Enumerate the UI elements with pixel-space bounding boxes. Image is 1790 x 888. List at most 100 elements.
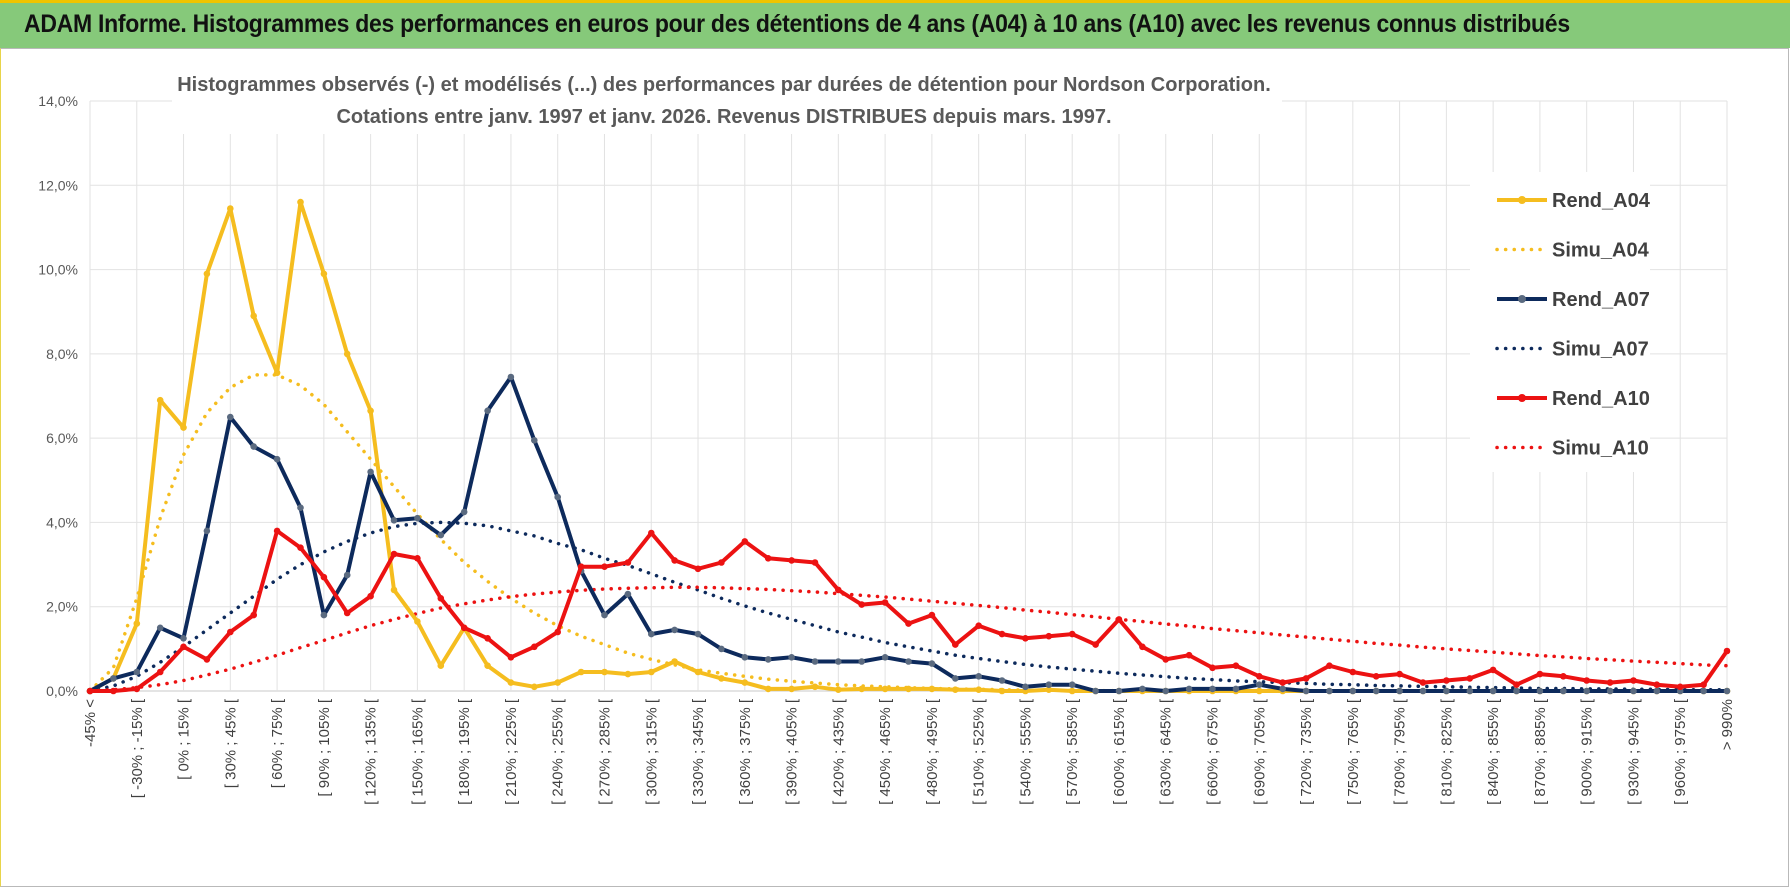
- data-point-rend-a10: [1139, 643, 1146, 651]
- data-point-rend-a07: [1583, 687, 1590, 695]
- data-point-rend-a10: [343, 609, 351, 617]
- data-point-rend-a04: [227, 205, 234, 212]
- data-point-rend-a10: [203, 656, 211, 663]
- data-point-rend-a07: [1372, 687, 1380, 695]
- data-point-rend-a07: [390, 517, 398, 524]
- x-tick-label: [ 270% ; 285% [: [596, 698, 613, 805]
- data-point-rend-a10: [1349, 668, 1357, 676]
- x-tick-label: [ 510% ; 525% [: [971, 698, 988, 805]
- data-point-rend-a07: [1349, 687, 1357, 695]
- data-point-rend-a07: [484, 407, 491, 415]
- data-point-rend-a10: [156, 668, 164, 676]
- data-point-rend-a04: [1068, 687, 1076, 695]
- data-point-rend-a10: [975, 622, 982, 629]
- data-point-rend-a07: [1606, 687, 1614, 695]
- legend-marker-rend-a10: [1518, 394, 1526, 402]
- title-background: [172, 66, 1282, 134]
- data-point-rend-a07: [952, 675, 959, 682]
- x-tick-label: [ 240% ; 255% [: [550, 698, 567, 805]
- data-point-rend-a10: [1443, 677, 1450, 684]
- data-point-rend-a07: [1466, 687, 1474, 695]
- data-point-rend-a04: [156, 396, 164, 404]
- data-point-rend-a04: [975, 686, 982, 693]
- data-point-rend-a07: [858, 658, 865, 665]
- data-point-rend-a07: [414, 514, 421, 522]
- data-point-rend-a07: [998, 677, 1006, 684]
- data-point-rend-a04: [858, 685, 865, 693]
- data-point-rend-a10: [1583, 677, 1590, 684]
- data-point-rend-a10: [133, 685, 141, 693]
- data-point-rend-a10: [1162, 656, 1169, 663]
- data-point-rend-a07: [437, 531, 445, 539]
- data-point-rend-a04: [484, 662, 491, 669]
- data-point-rend-a07: [1700, 687, 1707, 695]
- x-tick-label: [ 390% ; 405% [: [784, 698, 801, 805]
- data-point-rend-a04: [531, 683, 538, 691]
- y-tick-label: 10,0%: [38, 262, 78, 278]
- data-point-rend-a10: [718, 559, 725, 566]
- data-point-rend-a07: [1560, 687, 1567, 695]
- data-point-rend-a04: [788, 685, 795, 693]
- data-point-rend-a10: [531, 643, 538, 651]
- data-point-rend-a10: [1209, 664, 1216, 672]
- data-point-rend-a07: [227, 413, 234, 421]
- data-point-rend-a10: [881, 599, 889, 606]
- data-point-rend-a10: [390, 550, 398, 558]
- data-point-rend-a07: [1630, 687, 1637, 695]
- data-point-rend-a10: [1700, 681, 1707, 688]
- data-point-rend-a04: [998, 687, 1006, 695]
- data-point-rend-a07: [1443, 687, 1450, 695]
- data-point-rend-a07: [531, 437, 538, 444]
- data-point-rend-a07: [110, 675, 117, 682]
- data-point-rend-a07: [741, 654, 749, 661]
- data-point-rend-a04: [1045, 686, 1053, 693]
- x-tick-label: [ 90% ; 105% [: [316, 698, 333, 796]
- x-tick-label: [ 750% ; 765% [: [1345, 698, 1362, 805]
- data-point-rend-a10: [858, 601, 865, 608]
- x-tick-label: [ 780% ; 795% [: [1392, 698, 1409, 805]
- x-tick-label: > 990%: [1719, 699, 1736, 750]
- data-point-rend-a10: [1489, 666, 1497, 674]
- data-point-rend-a04: [671, 658, 678, 665]
- y-tick-label: 14,0%: [38, 93, 78, 109]
- data-point-rend-a04: [343, 350, 351, 358]
- legend-marker-rend-a07: [1518, 295, 1526, 303]
- data-point-rend-a07: [1115, 687, 1123, 695]
- data-point-rend-a04: [648, 668, 655, 676]
- x-tick-label: [ 330% ; 345% [: [690, 698, 707, 805]
- data-point-rend-a07: [273, 455, 281, 463]
- data-point-rend-a07: [297, 504, 304, 512]
- data-point-rend-a04: [624, 670, 632, 678]
- x-tick-label: [ 690% ; 705% [: [1251, 698, 1268, 805]
- data-point-rend-a10: [624, 559, 632, 566]
- data-point-rend-a07: [1068, 681, 1076, 688]
- data-point-rend-a10: [1092, 641, 1099, 648]
- data-point-rend-a10: [1466, 675, 1474, 682]
- data-point-rend-a10: [1606, 679, 1614, 686]
- data-point-rend-a04: [905, 685, 912, 693]
- chart-subtitle: Cotations entre janv. 1997 et janv. 2026…: [336, 106, 1111, 128]
- data-point-rend-a07: [1162, 687, 1169, 695]
- data-point-rend-a10: [905, 620, 912, 627]
- data-point-rend-a04: [694, 668, 702, 676]
- data-point-rend-a10: [1232, 662, 1240, 669]
- legend-background: [1470, 172, 1650, 472]
- data-point-rend-a10: [1676, 683, 1684, 691]
- data-point-rend-a07: [554, 493, 561, 501]
- data-point-rend-a04: [203, 270, 211, 278]
- data-point-rend-a07: [367, 468, 374, 476]
- x-tick-label: [ 630% ; 645% [: [1158, 698, 1175, 805]
- data-point-rend-a04: [507, 679, 515, 686]
- data-point-rend-a10: [110, 687, 117, 695]
- x-axis-ticks: -45% < [ -30% ; -15% [[ 0% ; 15% [[ 30% ;…: [82, 698, 1736, 805]
- legend-label-simu-a07: Simu_A07: [1552, 339, 1649, 361]
- x-tick-label: [ 480% ; 495% [: [924, 698, 941, 805]
- report-title: ADAM Informe. Histogrammes des performan…: [24, 10, 1570, 38]
- data-point-rend-a10: [1302, 675, 1310, 682]
- data-point-rend-a07: [1139, 685, 1146, 693]
- data-point-rend-a10: [788, 557, 795, 564]
- data-point-rend-a10: [1045, 632, 1053, 640]
- data-point-rend-a10: [1068, 630, 1076, 638]
- chart-title: Histogrammes observés (-) et modélisés (…: [177, 74, 1271, 96]
- data-point-rend-a07: [1185, 685, 1193, 693]
